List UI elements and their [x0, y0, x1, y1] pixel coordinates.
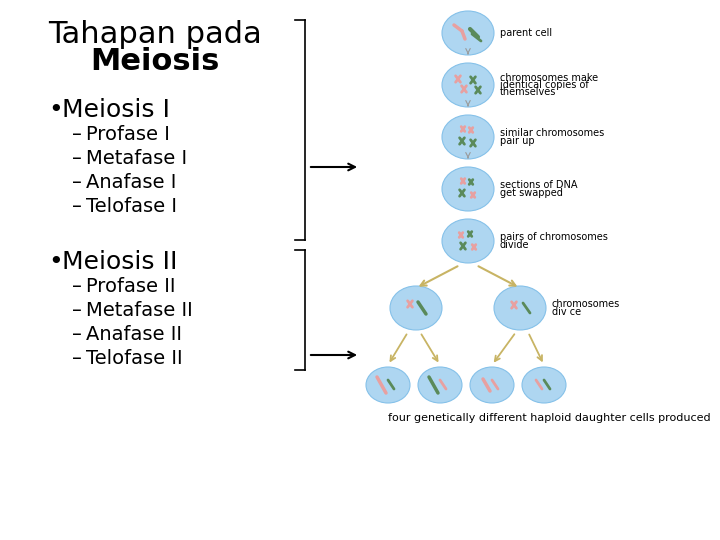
Text: pair up: pair up	[500, 136, 535, 146]
Text: Profase II: Profase II	[86, 277, 176, 296]
Text: parent cell: parent cell	[500, 28, 552, 38]
Ellipse shape	[418, 367, 462, 403]
Ellipse shape	[366, 367, 410, 403]
Ellipse shape	[470, 367, 514, 403]
Ellipse shape	[390, 286, 442, 330]
Text: •: •	[48, 250, 63, 274]
Text: similar chromosomes: similar chromosomes	[500, 128, 604, 138]
Text: Meiosis II: Meiosis II	[62, 250, 178, 274]
Text: sections of DNA: sections of DNA	[500, 180, 577, 190]
Text: –: –	[72, 325, 82, 344]
Ellipse shape	[442, 219, 494, 263]
Ellipse shape	[442, 167, 494, 211]
Ellipse shape	[442, 11, 494, 55]
Ellipse shape	[442, 63, 494, 107]
Text: –: –	[72, 125, 82, 144]
Text: Telofase II: Telofase II	[86, 349, 183, 368]
Text: Anafase II: Anafase II	[86, 325, 182, 344]
Ellipse shape	[494, 286, 546, 330]
Text: Metafase II: Metafase II	[86, 301, 193, 320]
Text: chromosomes: chromosomes	[552, 299, 620, 309]
Text: themselves: themselves	[500, 87, 557, 97]
Text: –: –	[72, 349, 82, 368]
Text: Meiosis: Meiosis	[90, 47, 220, 76]
Text: –: –	[72, 301, 82, 320]
Text: –: –	[72, 149, 82, 168]
Text: –: –	[72, 277, 82, 296]
Text: •: •	[48, 98, 63, 122]
Text: identical copies of: identical copies of	[500, 80, 589, 90]
Text: Meiosis I: Meiosis I	[62, 98, 170, 122]
Text: get swapped: get swapped	[500, 188, 563, 198]
Text: Metafase I: Metafase I	[86, 149, 187, 168]
Text: chromosomes make: chromosomes make	[500, 73, 598, 83]
Text: Tahapan pada: Tahapan pada	[48, 20, 262, 49]
Ellipse shape	[442, 115, 494, 159]
Ellipse shape	[522, 367, 566, 403]
Text: Anafase I: Anafase I	[86, 173, 176, 192]
Text: Profase I: Profase I	[86, 125, 170, 144]
Text: divide: divide	[500, 240, 529, 250]
Text: pairs of chromosomes: pairs of chromosomes	[500, 232, 608, 242]
Text: Telofase I: Telofase I	[86, 197, 177, 216]
Text: four genetically different haploid daughter cells produced: four genetically different haploid daugh…	[388, 413, 711, 423]
Text: –: –	[72, 173, 82, 192]
Text: –: –	[72, 197, 82, 216]
Text: div ce: div ce	[552, 307, 581, 317]
